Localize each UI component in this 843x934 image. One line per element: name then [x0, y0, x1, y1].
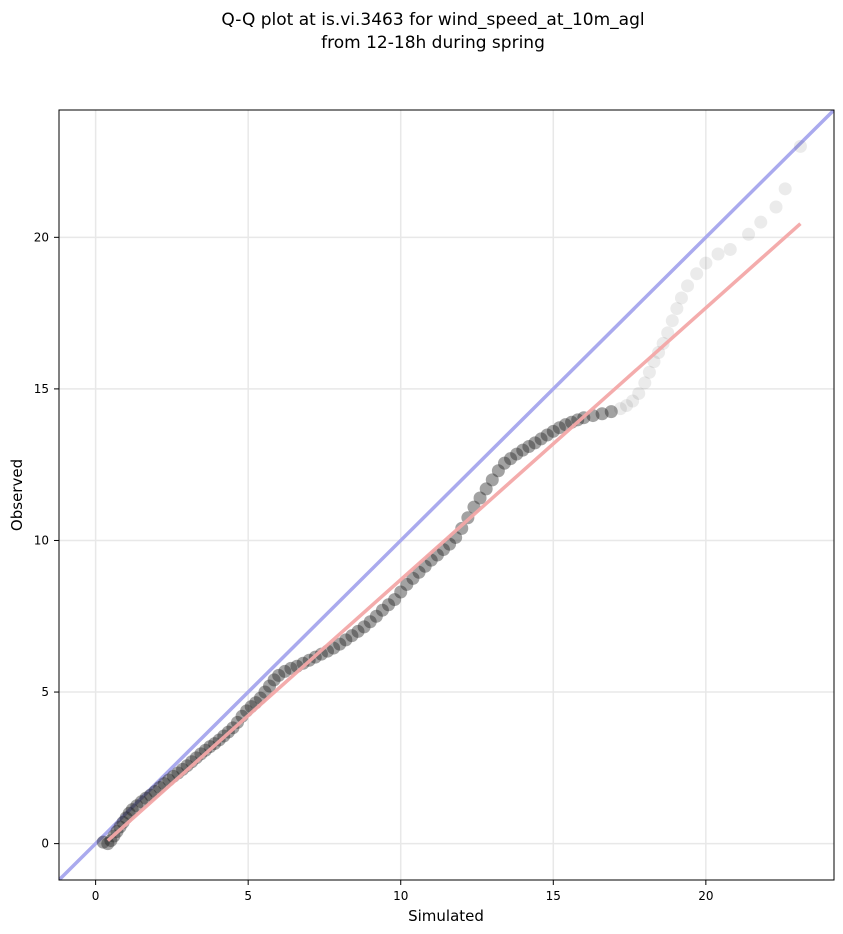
qq-point — [497, 456, 511, 470]
qq-point — [510, 447, 524, 461]
qq-point — [369, 609, 383, 623]
qq-point — [284, 661, 298, 675]
qq-point — [723, 242, 737, 256]
qq-point — [769, 200, 783, 214]
qq-point — [382, 598, 396, 612]
qq-point — [394, 585, 408, 599]
qq-point — [263, 679, 277, 693]
qq-point — [528, 436, 542, 450]
qq-point — [230, 715, 244, 729]
y-tick-label: 10 — [34, 533, 49, 547]
x-axis-ticks: 0 5 10 15 20 — [92, 880, 713, 903]
plot-frame — [58, 109, 835, 881]
qq-point — [504, 452, 518, 466]
qq-point — [412, 565, 426, 579]
qq-point — [455, 521, 469, 535]
qq-point — [267, 673, 281, 687]
y-tick-label: 5 — [41, 685, 49, 699]
qq-points — [96, 139, 807, 851]
qq-point — [96, 835, 110, 849]
qq-point — [400, 577, 414, 591]
qq-point — [388, 593, 402, 607]
y-axis-ticks: 0 5 10 15 20 — [34, 230, 59, 851]
qq-point — [552, 421, 566, 435]
x-tick-label: 0 — [92, 889, 100, 903]
qq-point — [699, 256, 713, 270]
x-tick-label: 5 — [244, 889, 252, 903]
qq-point — [690, 267, 704, 281]
qq-point — [491, 464, 505, 478]
qq-point — [711, 247, 725, 261]
qq-point — [674, 291, 688, 305]
qq-point — [638, 376, 652, 390]
qq-point — [642, 365, 656, 379]
y-tick-label: 20 — [34, 230, 49, 244]
x-tick-label: 15 — [546, 889, 561, 903]
qq-point — [681, 279, 695, 293]
qq-point — [604, 405, 618, 419]
qq-point — [130, 799, 144, 813]
qq-point — [113, 820, 127, 834]
qq-point — [125, 803, 139, 817]
qq-point — [620, 399, 634, 413]
qq-point — [278, 664, 292, 678]
qq-point — [546, 424, 560, 438]
qq-point — [626, 394, 640, 408]
qq-point — [479, 482, 493, 496]
chart-title-line-2: from 12-18h during spring — [321, 33, 545, 53]
qq-point — [327, 641, 341, 655]
qq-point — [754, 215, 768, 229]
x-tick-label: 20 — [698, 889, 713, 903]
qq-point — [522, 439, 536, 453]
qq-point — [534, 432, 548, 446]
chart-title-line-1: Q-Q plot at is.vi.3463 for wind_speed_at… — [221, 10, 644, 30]
fit-line — [106, 222, 802, 842]
qq-point — [670, 302, 684, 316]
qq-point — [258, 685, 272, 699]
qq-point — [516, 443, 530, 457]
qq-point — [345, 629, 359, 643]
qq-point — [595, 407, 609, 421]
qq-point — [134, 795, 148, 809]
qq-point — [793, 139, 807, 153]
x-axis-label: Simulated — [408, 907, 484, 925]
y-axis-label: Observed — [8, 459, 26, 531]
qq-point — [203, 740, 217, 754]
qq-point — [375, 603, 389, 617]
qq-point — [406, 571, 420, 585]
qq-point — [363, 615, 377, 629]
qq-point — [198, 743, 212, 757]
qq-point — [339, 633, 353, 647]
y-tick-label: 0 — [41, 837, 49, 851]
qq-point — [485, 473, 499, 487]
qq-point — [661, 326, 675, 340]
qq-point — [104, 834, 118, 848]
qq-point — [778, 182, 792, 196]
qq-point — [272, 668, 286, 682]
qq-point — [473, 491, 487, 505]
qq-point — [314, 647, 328, 661]
qq-point — [632, 386, 646, 400]
qq-point — [333, 637, 347, 651]
identity-line — [59, 110, 834, 880]
qq-point — [613, 402, 627, 416]
qq-point — [742, 227, 756, 241]
qq-point — [351, 624, 365, 638]
qq-point — [101, 837, 115, 851]
qq-point — [540, 428, 554, 442]
qq-point — [296, 656, 310, 670]
y-tick-label: 15 — [34, 382, 49, 396]
x-tick-label: 10 — [393, 889, 408, 903]
qq-point — [357, 620, 371, 634]
qq-point — [665, 314, 679, 328]
